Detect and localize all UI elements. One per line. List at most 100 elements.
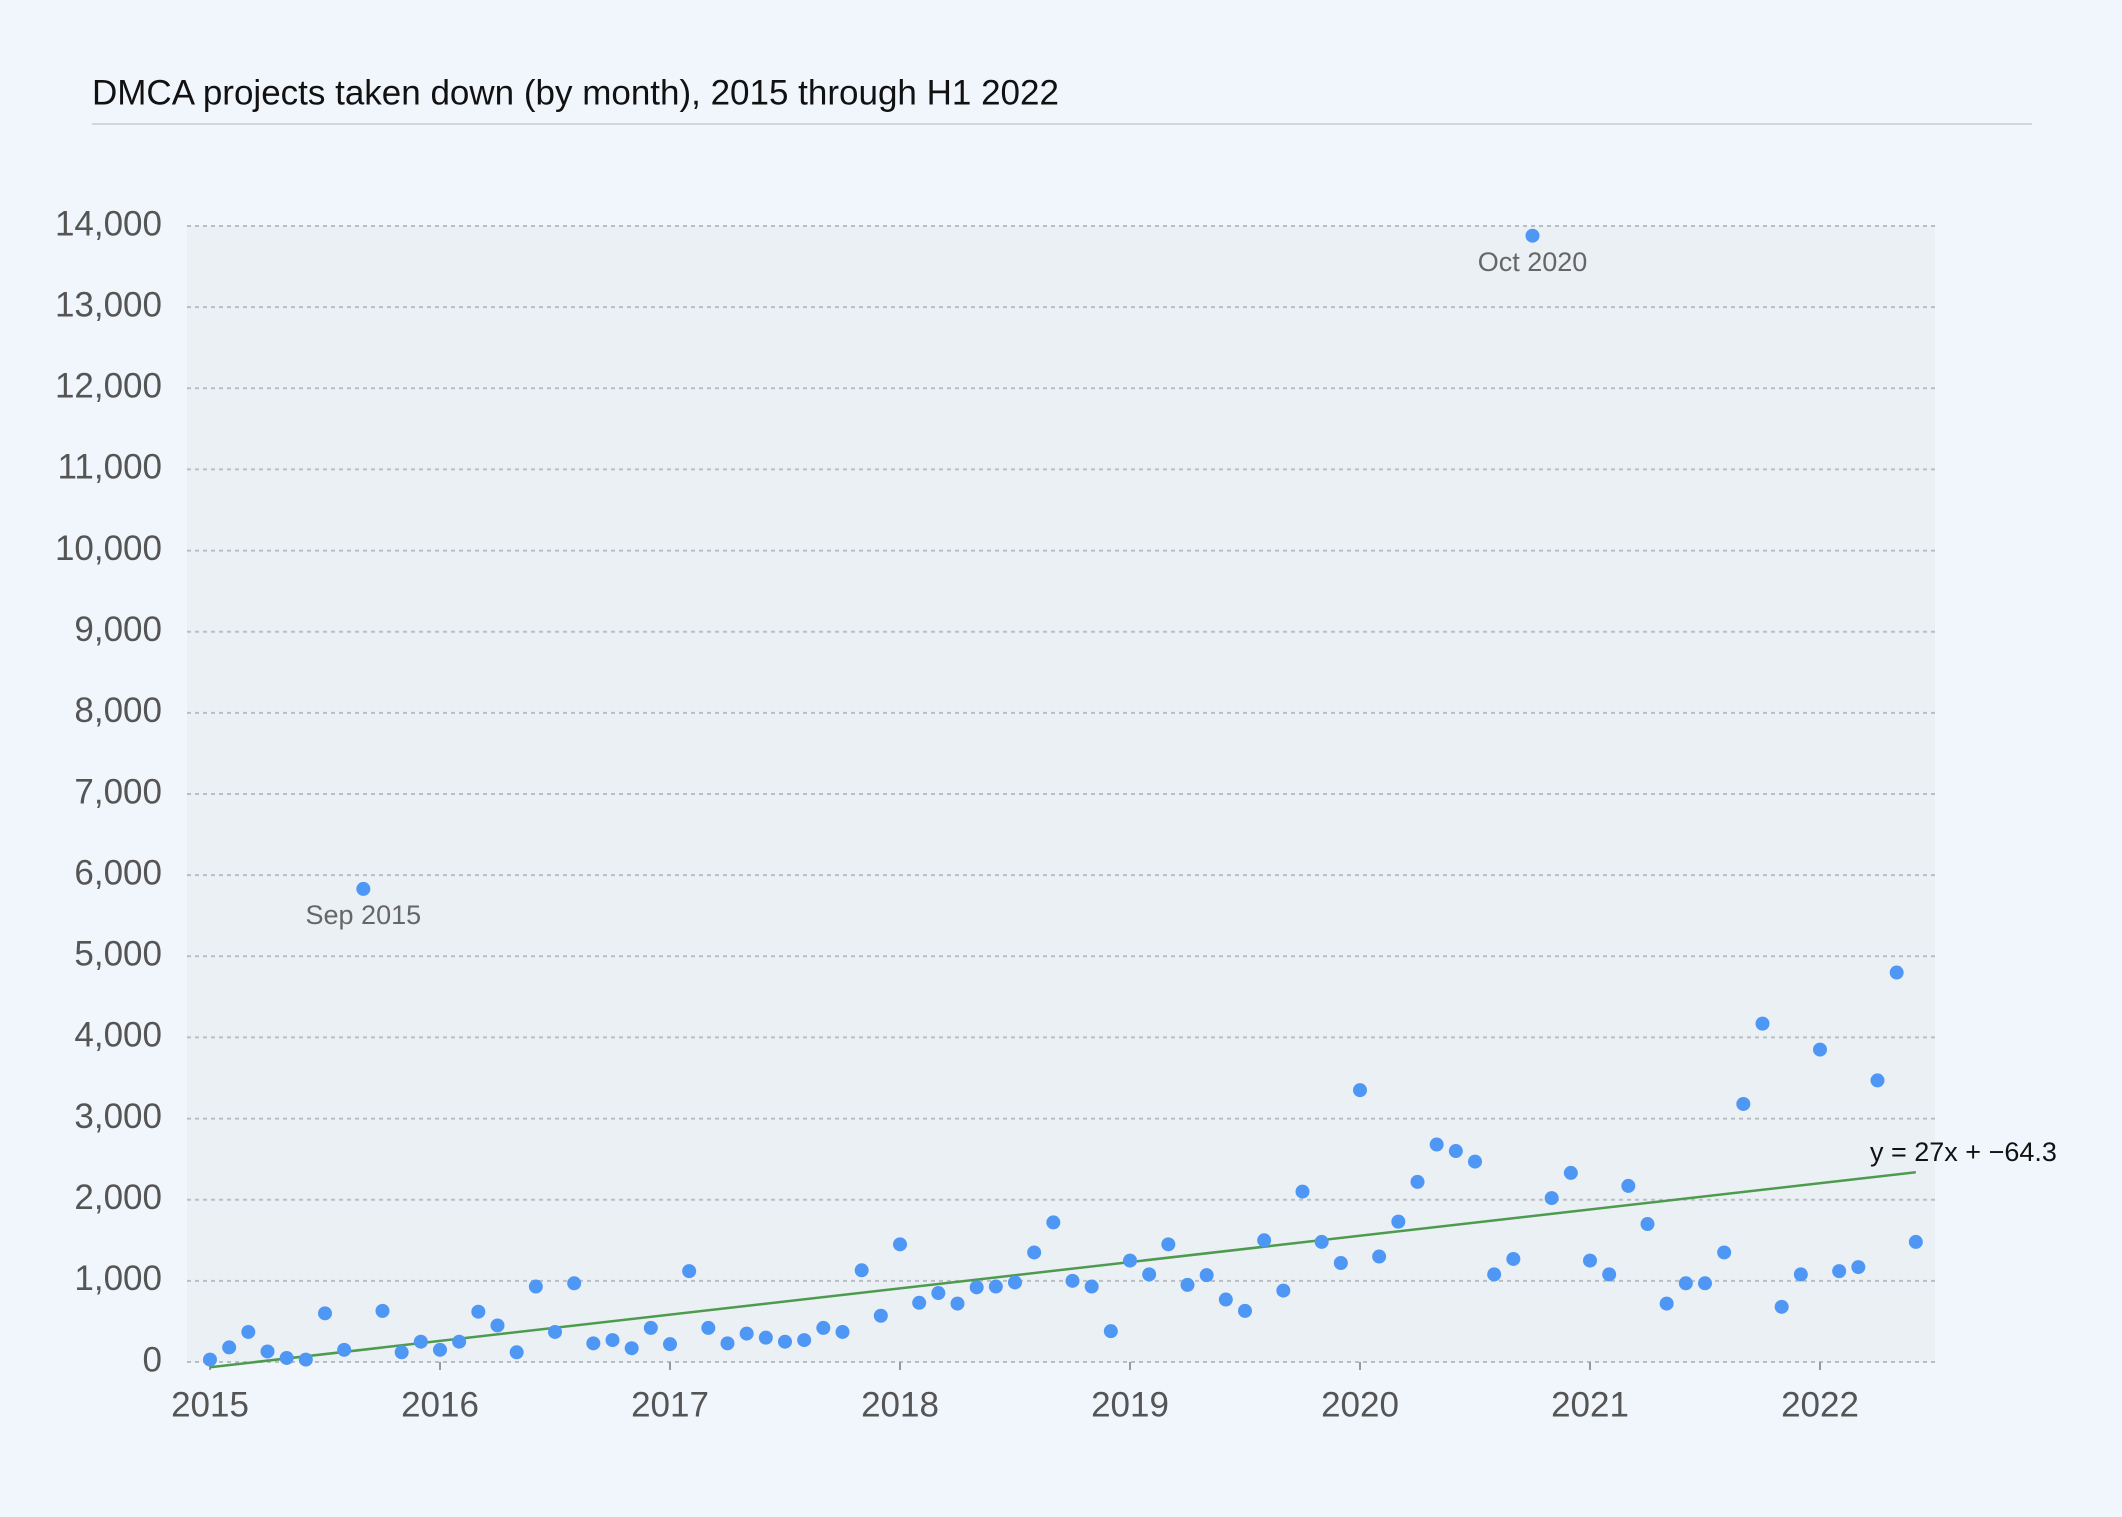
point bbox=[1123, 1253, 1137, 1268]
y-tick-label: 9,000 bbox=[74, 610, 162, 649]
point bbox=[548, 1324, 562, 1339]
point bbox=[1755, 1016, 1770, 1031]
x-tick-label: 2018 bbox=[861, 1385, 939, 1424]
point bbox=[1314, 1234, 1329, 1249]
point bbox=[816, 1320, 831, 1335]
point bbox=[490, 1318, 505, 1333]
point bbox=[1448, 1144, 1463, 1159]
point bbox=[1813, 1042, 1827, 1057]
point bbox=[720, 1336, 735, 1351]
point bbox=[758, 1330, 773, 1345]
point bbox=[1161, 1237, 1176, 1252]
point bbox=[471, 1304, 486, 1319]
point bbox=[1544, 1191, 1559, 1206]
y-tick-label: 13,000 bbox=[55, 285, 162, 324]
point bbox=[701, 1320, 716, 1335]
point bbox=[1238, 1303, 1252, 1318]
point bbox=[1410, 1174, 1425, 1189]
annotation: Oct 2020 bbox=[1478, 247, 1588, 277]
point bbox=[624, 1341, 639, 1356]
x-tick-label: 2017 bbox=[631, 1385, 709, 1424]
point bbox=[1506, 1251, 1521, 1266]
point bbox=[318, 1306, 332, 1321]
point bbox=[1103, 1324, 1118, 1339]
point bbox=[988, 1279, 1003, 1294]
point bbox=[1640, 1217, 1655, 1232]
point bbox=[1736, 1096, 1751, 1111]
point bbox=[682, 1264, 697, 1279]
y-tick-label: 10,000 bbox=[55, 529, 162, 568]
point bbox=[1180, 1277, 1195, 1292]
point bbox=[1065, 1273, 1080, 1288]
y-tick-label: 1,000 bbox=[74, 1259, 162, 1298]
y-tick-label: 2,000 bbox=[74, 1178, 162, 1217]
x-tick-label: 2020 bbox=[1321, 1385, 1399, 1424]
point bbox=[394, 1345, 409, 1360]
point bbox=[509, 1345, 524, 1360]
point bbox=[1774, 1299, 1789, 1314]
y-tick-label: 14,000 bbox=[55, 204, 162, 243]
x-tick-label: 2019 bbox=[1091, 1385, 1169, 1424]
point bbox=[1468, 1154, 1482, 1169]
y-tick-label: 12,000 bbox=[55, 367, 162, 406]
chart-title: DMCA projects taken down (by month), 201… bbox=[92, 73, 1059, 112]
y-tick-label: 3,000 bbox=[74, 1097, 162, 1136]
point bbox=[1698, 1276, 1712, 1291]
point bbox=[1717, 1245, 1732, 1260]
point bbox=[969, 1280, 984, 1295]
point bbox=[1678, 1276, 1693, 1291]
point bbox=[835, 1324, 850, 1339]
point bbox=[1257, 1233, 1272, 1248]
point bbox=[279, 1350, 294, 1365]
y-tick-label: 0 bbox=[143, 1340, 162, 1379]
point bbox=[1870, 1073, 1885, 1088]
point bbox=[663, 1337, 677, 1352]
point bbox=[222, 1340, 237, 1355]
x-tick-label: 2015 bbox=[171, 1385, 249, 1424]
point bbox=[1602, 1267, 1617, 1282]
point bbox=[203, 1352, 217, 1367]
point bbox=[854, 1263, 869, 1278]
x-tick-label: 2021 bbox=[1551, 1385, 1629, 1424]
point bbox=[1487, 1267, 1502, 1282]
point bbox=[375, 1303, 390, 1318]
point bbox=[1851, 1260, 1866, 1275]
y-tick-label: 8,000 bbox=[74, 691, 162, 730]
point bbox=[1832, 1264, 1847, 1279]
point bbox=[1084, 1279, 1099, 1294]
point bbox=[586, 1336, 601, 1351]
point bbox=[1372, 1249, 1387, 1264]
point bbox=[1008, 1275, 1022, 1290]
point bbox=[1583, 1253, 1597, 1268]
point bbox=[931, 1286, 946, 1301]
annotation: Sep 2015 bbox=[306, 900, 422, 930]
x-tick-label: 2016 bbox=[401, 1385, 479, 1424]
point bbox=[528, 1279, 543, 1294]
point bbox=[778, 1334, 792, 1349]
point bbox=[739, 1326, 754, 1341]
point bbox=[1621, 1178, 1636, 1193]
point bbox=[298, 1352, 313, 1367]
point bbox=[1391, 1214, 1406, 1229]
point bbox=[1525, 228, 1540, 243]
point bbox=[1046, 1215, 1061, 1230]
point bbox=[797, 1333, 812, 1348]
point bbox=[1199, 1268, 1214, 1283]
point bbox=[893, 1237, 907, 1252]
point bbox=[260, 1344, 275, 1359]
point bbox=[643, 1320, 658, 1335]
y-tick-label: 11,000 bbox=[58, 448, 162, 487]
point bbox=[356, 881, 371, 896]
point bbox=[337, 1342, 352, 1357]
point bbox=[1429, 1137, 1444, 1152]
point bbox=[1027, 1245, 1042, 1260]
trend-label: y = 27x + −64.3 bbox=[1870, 1137, 2057, 1167]
y-tick-label: 6,000 bbox=[74, 853, 162, 892]
y-tick-label: 5,000 bbox=[74, 935, 162, 974]
point bbox=[1295, 1184, 1310, 1199]
point bbox=[413, 1334, 428, 1349]
point bbox=[912, 1295, 927, 1310]
point bbox=[567, 1276, 582, 1291]
point bbox=[1793, 1267, 1808, 1282]
